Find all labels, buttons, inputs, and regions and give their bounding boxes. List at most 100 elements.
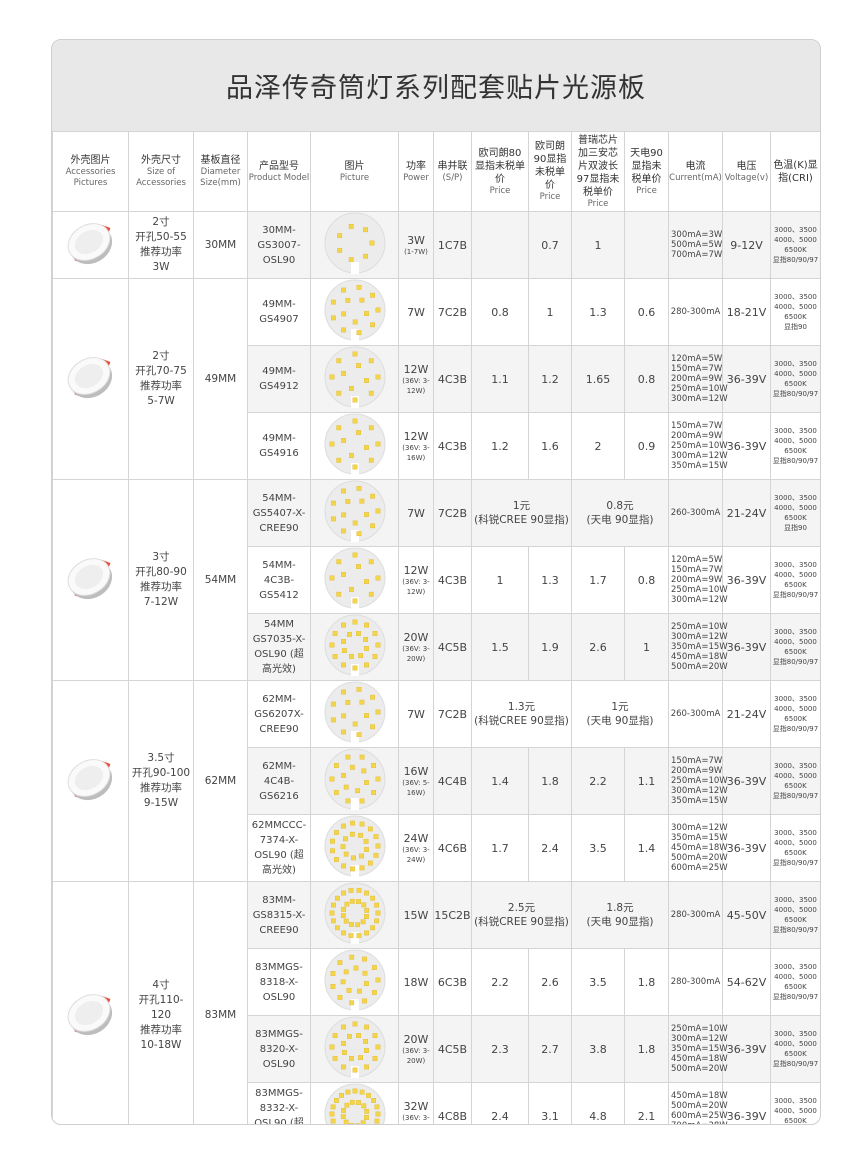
current-line: 700mA=7W [671,250,723,260]
header-cn: 天电90显指未税单价 [630,147,663,185]
cct-line: 6500K [784,581,807,589]
header-cell: 基板直径 Diameter Size(mm) [193,131,248,212]
current-line: 120mA=5W [671,555,723,565]
merged-price-cell: 0.8元 (天电 90显指) [571,479,669,547]
header-cn: 色温(K)显指(CRI) [773,159,818,184]
cct-line: 显指90 [784,323,807,331]
power-cell: 20W (36V: 3-20W) [398,613,434,681]
header-cell: 电压 Voltage(v) [722,131,771,212]
current-line: 250mA=10W [671,776,728,786]
power-cell: 7W [398,278,434,346]
header-cell: 功率 Power [398,131,434,212]
size-line: 开孔80-90 [135,566,187,578]
merged-price-cell: 1元 (天电 90显指) [571,680,669,748]
cct-line: 4000、5000 [774,906,817,914]
current-line: 250mA=10W [671,585,728,595]
power-cell: 32W(36V: 3-32W) [398,1082,434,1125]
current-line: 150mA=7W [671,421,723,431]
current-line: 250mA=10W [671,1024,728,1034]
product-model: 62MMCCC-7374-X-OSL90 (超高光效) [247,814,311,882]
product-model: 54MM-4C3B-GS5412 [247,546,311,614]
cct-line: 3000、3500 [774,829,817,837]
power-note: (36V: 3-32W) [402,1113,430,1125]
product-picture [310,278,399,346]
merged-price: 0.8元 [606,500,634,512]
downlight-housing-image [67,993,112,1035]
merged-price-cell: 1.8元 (天电 90显指) [571,881,669,949]
voltage-cell: 36-39V [722,1015,771,1083]
table-row: 2寸 开孔70-75 推荐功率 5-7W 49MM 49MM-GS4907 7W 7C2B 0.… [52,278,820,480]
size-line: 推荐功率 [140,246,182,258]
current-line: 200mA=9W [671,431,723,441]
led-board-image [324,212,385,274]
size-line: 9-15W [143,797,179,809]
power-value: 18W [403,975,429,989]
diameter-cell: 83MM [193,881,248,1124]
size-line: 5-7W [147,395,175,407]
merged-price: 2.5元 [507,902,536,914]
current-line: 350mA=15W [671,461,728,471]
led-board-image [324,1083,385,1124]
product-picture [310,546,399,614]
current-line: 250mA=10W [671,441,728,451]
header-en: Power [403,172,429,183]
price-cell [624,211,669,279]
cct-cell: 3000、3500 4000、5000 6500K 显指80/90/97 [770,680,820,748]
sp-cell: 4C6B [433,814,472,882]
cct-line: 显指80/90/97 [772,591,819,599]
size-line: 3寸 [152,551,170,563]
header-en: Voltage(v) [724,172,769,183]
header-cell: 外壳图片 Accessories Pictures [52,131,129,212]
current-line: 200mA=9W [671,766,723,776]
header-cell: 欧司朗80显指未税单价 Price [471,131,529,212]
voltage-cell: 36-39V [722,412,771,480]
cct-line: 6500K [784,983,807,991]
power-cell: 18W [398,948,434,1016]
size-line: 开孔70-75 [135,365,187,377]
cct-line: 6500K [784,648,807,656]
price-cell: 2.4 [528,814,572,882]
cct-line: 3000、3500 [774,360,817,368]
cct-line: 4000、5000 [774,437,817,445]
table-row: 54MM-4C3B-GS5412 12W (36V: 3-12W) 4C3B 1 1.3 1… [53,546,820,614]
price-cell: 1 [624,613,669,681]
power-cell: 20W (36V: 3-20W) [398,1015,434,1083]
current-line: 280-300mA [670,910,721,920]
diameter-cell: 54MM [193,479,248,681]
price-cell: 1.5 [471,613,529,681]
header-en: Accessories Pictures [65,167,116,188]
current-line: 300mA=12W [671,823,728,833]
voltage-cell: 36-39V [722,814,771,882]
table-row: 3寸 开孔80-90 推荐功率 7-12W 54MM 54MM-GS5407-X-CREE… [52,479,820,681]
size-line: 推荐功率 [140,1024,182,1036]
size-line: 4寸 [152,979,170,991]
cct-line: 显指80/90/97 [772,725,819,733]
current-cell: 450mA=18W500mA=20W600mA=25W700mA=28W750m… [668,1082,728,1124]
voltage-cell: 45-50V [722,881,771,949]
product-model: 83MMGS-8318-X-OSL90 [247,948,311,1016]
table-row: 83MMGS-8318-X-OSL90 18W 6C3B 2.2 2.6 3.5 1.8 28… [53,948,820,1016]
power-note: (36V: 5-16W) [402,778,430,797]
power-note: (36V: 3-12W) [402,376,430,395]
header-en: Size of Accessories [136,167,186,188]
price-cell: 0.9 [624,412,669,480]
size-line: 2寸 [152,216,170,228]
voltage-cell: 36-39V [722,747,771,815]
current-line: 250mA=10W [671,384,728,394]
power-cell: 24W (36V: 3-24W) [398,814,434,882]
cct-cell: 3000、3500 4000、5000 6500K 显指80/90/97 [770,613,820,681]
product-picture [310,747,399,815]
cct-line: 显指80/90/97 [772,256,819,264]
header-cn: 图片 [344,160,365,172]
header-cn: 外壳尺寸 [141,155,181,166]
voltage-cell: 21-24V [722,680,771,748]
voltage-cell: 36-39V [722,546,771,614]
voltage-cell: 36-39V [722,1082,771,1124]
header-cn: 普瑞芯片加三安芯片双波长97显指未税单价 [576,134,620,198]
accessory-size-cell: 4寸 开孔110-120 推荐功率 10-18W [128,881,194,1124]
cct-line: 4000、5000 [774,504,817,512]
current-line: 300mA=12W [671,786,728,796]
header-cell: 外壳尺寸 Size of Accessories [128,131,194,212]
current-line: 250mA=10W [671,622,728,632]
table-row: 54MM GS7035-X-OSL90 (超高光效) 20W (36V: 3-20W… [53,613,820,681]
